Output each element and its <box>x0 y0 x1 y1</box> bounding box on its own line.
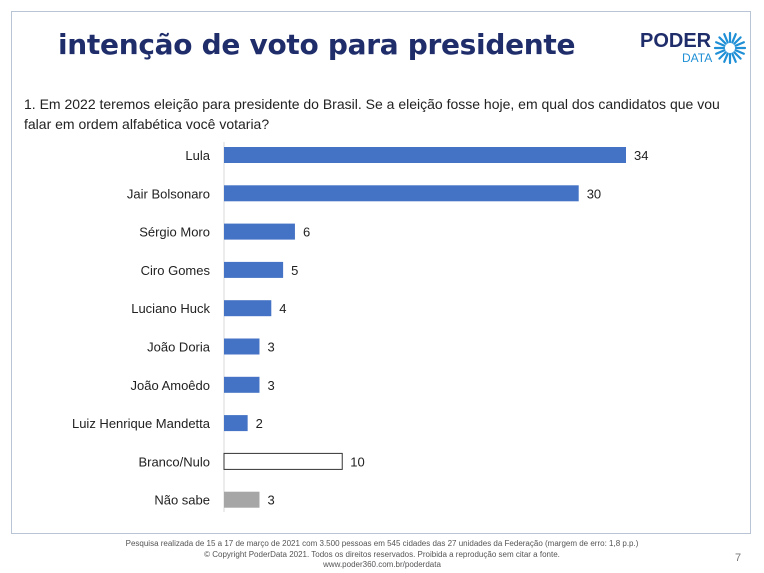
sunburst-ray <box>733 36 742 45</box>
bar <box>224 415 248 432</box>
category-label: João Amoêdo <box>130 378 210 393</box>
sunburst-ray <box>718 51 727 60</box>
logo-subword: DATA <box>682 51 713 65</box>
sunburst-icon <box>713 31 747 65</box>
value-label: 30 <box>587 186 601 201</box>
bar <box>224 491 260 508</box>
bar <box>224 261 284 278</box>
sunburst-ray <box>718 36 727 45</box>
value-label: 6 <box>303 225 310 240</box>
footer: Pesquisa realizada de 15 a 17 de março d… <box>0 539 764 571</box>
category-label: Não sabe <box>154 493 210 508</box>
sunburst-ray <box>723 52 729 63</box>
sunburst-ray <box>733 51 742 60</box>
bar <box>224 185 579 202</box>
value-label: 3 <box>267 340 274 355</box>
value-label: 3 <box>267 378 274 393</box>
sunburst-ray <box>731 52 737 63</box>
sunburst-ray <box>734 49 745 55</box>
footer-url: www.poder360.com.br/poderdata <box>323 560 441 569</box>
bar <box>223 452 343 470</box>
value-label: 34 <box>634 148 648 163</box>
poderdata-logo: PODER DATA <box>640 30 750 66</box>
slide-frame <box>11 11 751 534</box>
page-number: 7 <box>735 552 742 564</box>
sunburst-ray <box>734 41 745 47</box>
value-label: 3 <box>267 493 274 508</box>
footer-methodology: Pesquisa realizada de 15 a 17 de março d… <box>125 539 639 548</box>
footer-copyright: © Copyright PoderData 2021. Todos os dir… <box>204 549 560 559</box>
category-label: Branco/Nulo <box>138 454 210 469</box>
category-label: Luiz Henrique Mandetta <box>72 416 211 431</box>
category-label: Ciro Gomes <box>141 263 211 278</box>
category-label: Lula <box>185 148 210 163</box>
value-label: 2 <box>256 416 263 431</box>
logo-wordmark: PODER <box>640 30 712 52</box>
sunburst-ray <box>731 33 737 44</box>
category-label: Jair Bolsonaro <box>127 186 210 201</box>
category-label: Sérgio Moro <box>139 225 210 240</box>
sunburst-ray <box>723 33 729 44</box>
sunburst-ray <box>715 49 726 55</box>
category-label: João Doria <box>147 340 211 355</box>
bar <box>224 338 260 355</box>
value-label: 4 <box>279 301 286 316</box>
category-label: Luciano Huck <box>131 301 210 316</box>
value-label: 10 <box>350 454 364 469</box>
survey-question: 1. Em 2022 teremos eleição para presiden… <box>24 96 720 132</box>
bar <box>224 300 272 317</box>
page-title: intenção de voto para presidente <box>58 28 576 61</box>
sunburst-ray <box>715 41 726 47</box>
bar <box>224 376 260 393</box>
bar <box>224 147 626 163</box>
bar <box>224 223 295 240</box>
value-label: 5 <box>291 263 298 278</box>
